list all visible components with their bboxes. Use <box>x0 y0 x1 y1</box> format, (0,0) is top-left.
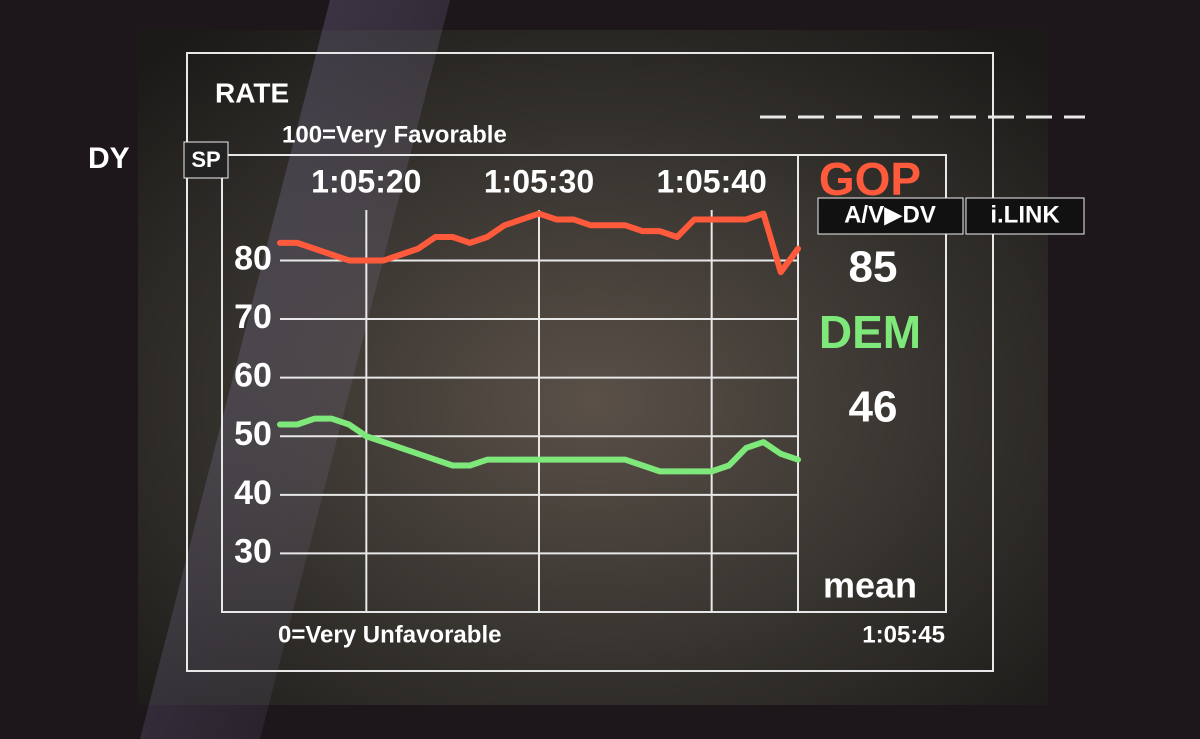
y-tick-label: 80 <box>234 239 272 277</box>
y-tick-label: 70 <box>234 298 272 336</box>
input-box <box>817 197 964 235</box>
series-line <box>277 210 801 276</box>
top-note: 100=Very Favorable <box>282 121 507 148</box>
input-label: A/V▶DV <box>844 201 936 228</box>
link-box <box>965 197 1085 235</box>
x-tick-label: 1:05:30 <box>484 163 594 199</box>
x-tick-label: 1:05:40 <box>657 163 767 199</box>
x-tick-label: 1:05:20 <box>311 163 421 199</box>
link-label: i.LINK <box>990 201 1060 228</box>
time-label: 1:05:45 <box>862 621 945 648</box>
plot-frame <box>221 154 947 613</box>
badge: SP <box>191 147 220 172</box>
bottom-note: 0=Very Unfavorable <box>278 621 501 648</box>
current-value: 46 <box>849 383 898 432</box>
legend-label: GOP <box>819 153 921 205</box>
series-line <box>277 415 801 475</box>
badge-box <box>183 141 229 179</box>
chart-title: RATE <box>215 77 289 108</box>
mode-label: DY <box>88 142 130 175</box>
y-tick-label: 60 <box>234 357 272 395</box>
glare <box>140 0 450 739</box>
outer-frame <box>186 52 994 672</box>
y-tick-label: 50 <box>234 415 272 453</box>
stat-label: mean <box>823 565 917 606</box>
y-tick-label: 40 <box>234 474 272 512</box>
legend-label: DEM <box>819 306 921 358</box>
current-value: 85 <box>849 243 898 292</box>
y-tick-label: 30 <box>234 532 272 570</box>
